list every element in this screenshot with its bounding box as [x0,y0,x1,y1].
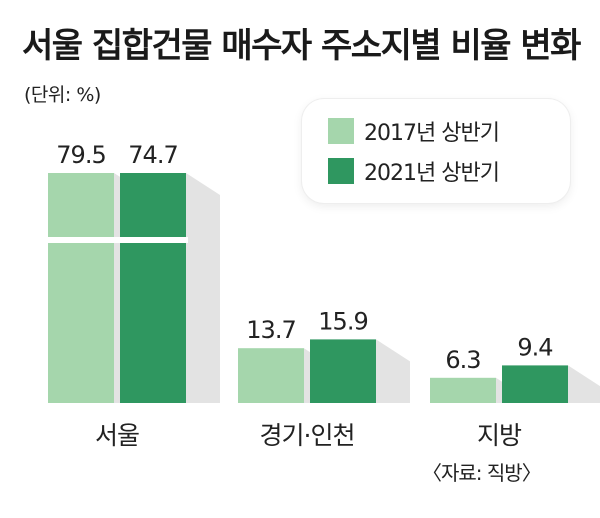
legend-label-2021: 2021년 상반기 [364,161,500,186]
legend-swatch-2017 [328,118,354,144]
bar-regional-2021 [502,365,568,403]
source-note: 〈자료: 직방〉 [422,461,542,485]
value-label-seoul-2017: 79.5 [56,141,105,169]
legend-swatch-2021 [328,158,354,184]
bar-seoul-2017 [48,173,114,403]
category-label-regional: 지방 [477,421,522,450]
bar-gyeonggi-incheon-2017 [238,348,304,403]
bar-gyeonggi-incheon-2021 [310,339,376,403]
bar-shadow-seoul-2021 [186,173,220,403]
category-label-gyeonggi-incheon: 경기·인천 [260,421,355,450]
axis-break-mark [46,237,188,243]
chart-title: 서울 집합건물 매수자 주소지별 비율 변화 [22,26,581,66]
legend-label-2017: 2017년 상반기 [364,121,500,146]
value-label-gyeonggi-incheon-2021: 15.9 [318,307,367,335]
value-label-seoul-2021: 74.7 [128,141,177,169]
bar-shadow-gyeonggi-incheon-2021 [376,339,410,403]
value-label-gyeonggi-incheon-2017: 13.7 [246,316,295,344]
bar-seoul-2021 [120,173,186,403]
bar-shadow-regional-2021 [568,365,600,403]
category-label-seoul: 서울 [95,421,139,450]
bar-regional-2017 [430,377,496,403]
value-label-regional-2017: 6.3 [445,346,480,374]
unit-label: (단위: %) [24,84,101,106]
legend-item-2017: 2017년 상반기 [328,116,500,146]
legend: 2017년 상반기 2021년 상반기 [302,99,570,203]
value-label-regional-2021: 9.4 [517,333,552,361]
legend-item-2021: 2021년 상반기 [328,156,500,186]
